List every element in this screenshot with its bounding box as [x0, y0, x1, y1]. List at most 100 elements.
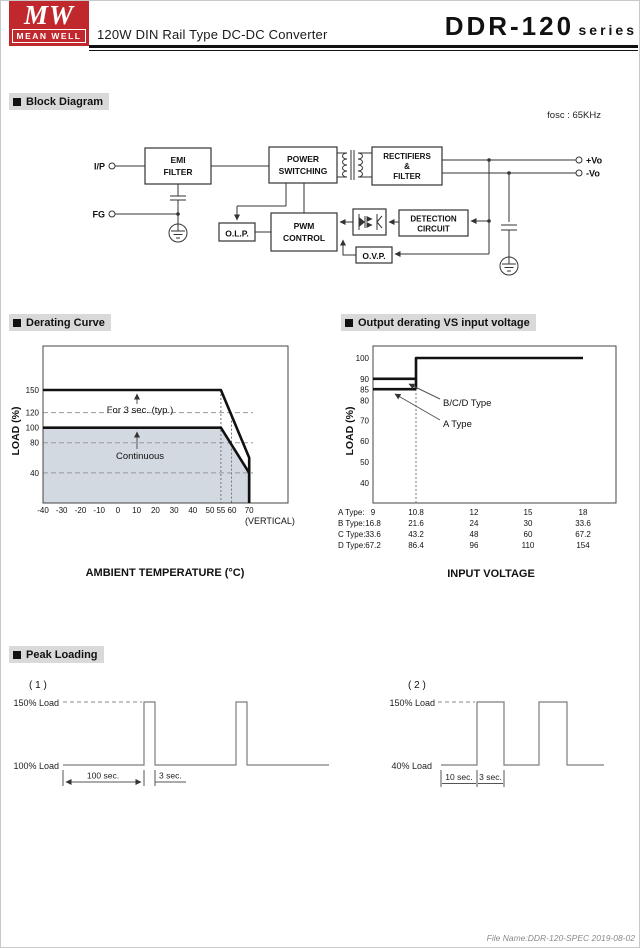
- section-title: Block Diagram: [26, 95, 104, 108]
- product-subtitle: 120W DIN Rail Type DC-DC Converter: [97, 27, 328, 42]
- type-row-value: 33.6: [365, 530, 381, 539]
- dimension-label: 3 sec.: [479, 772, 502, 782]
- detection-label: CIRCUIT: [417, 225, 450, 234]
- y-tick: 60: [360, 437, 369, 446]
- y-tick: 40: [30, 469, 39, 478]
- type-row-b: B Type: 16.8 21.6 24 30 33.6: [338, 519, 591, 528]
- section-title: Peak Loading: [26, 648, 98, 661]
- type-row-value: 10.8: [408, 508, 424, 517]
- output-ylabel: LOAD (%): [344, 407, 356, 456]
- detection-circuit-block: DETECTION CIRCUIT: [398, 209, 469, 237]
- type-row-value: 30: [524, 519, 533, 528]
- x-tick: 30: [170, 506, 179, 515]
- y-tick: 120: [26, 409, 40, 418]
- type-row-value: 9: [371, 508, 376, 517]
- detection-label: DETECTION: [410, 215, 456, 224]
- emi-filter-label: FILTER: [163, 167, 192, 177]
- dimension-label: 100 sec.: [87, 771, 119, 781]
- type-row-value: 21.6: [408, 519, 424, 528]
- derating-x-ticks: -40 -30 -20 -10 0 10 20 30 40 50 55 60 7…: [37, 506, 254, 515]
- bcd-annotation-arrow: [408, 383, 441, 400]
- type-row-value: 24: [470, 519, 479, 528]
- peak-annotation: For 3 sec. (typ.): [107, 405, 174, 416]
- vo-minus-label: -Vo: [586, 169, 600, 179]
- type-row-value: 110: [522, 541, 535, 550]
- continuous-shaded-area: [43, 427, 250, 503]
- olp-block: O.L.P.: [218, 222, 256, 242]
- y-tick: 50: [360, 458, 369, 467]
- ovp-label: O.V.P.: [362, 251, 385, 261]
- section-derating-curve: Derating Curve: [9, 314, 111, 331]
- fosc-note: fosc : 65KHz: [547, 110, 601, 121]
- type-row-value: 18: [579, 508, 588, 517]
- derating-y-ticks: 150 120 100 80 40: [26, 386, 40, 478]
- type-row-value: 154: [576, 541, 590, 550]
- bcd-annotation: B/C/D Type: [443, 398, 491, 409]
- peak-loading-figures: ( 1 ) 150% Load 100% Load 100 sec. 3 sec…: [13, 680, 604, 787]
- y-tick: 150: [26, 386, 40, 395]
- peak-figure-2: ( 2 ) 150% Load 40% Load 10 sec. 3 sec.: [389, 680, 604, 787]
- file-name-note: File Name:DDR-120-SPEC 2019-08-02: [486, 933, 635, 943]
- x-tick: 50: [206, 506, 215, 515]
- dimension-lines: [62, 770, 186, 786]
- figure-number: ( 1 ): [29, 680, 47, 691]
- dimension-label: 3 sec.: [159, 771, 182, 781]
- vo-plus-label: +Vo: [586, 156, 603, 166]
- type-row-value: 15: [524, 508, 533, 517]
- section-title: Derating Curve: [26, 316, 105, 329]
- pwm-label: PWM: [294, 221, 315, 231]
- vo-minus-terminal: [575, 169, 583, 177]
- block-diagram: I/P FG: [93, 146, 603, 276]
- y-tick: 100: [26, 424, 40, 433]
- optocoupler-symbol-icon: [358, 214, 383, 230]
- power-switching-label: SWITCHING: [279, 166, 328, 176]
- type-row-label: C Type:: [338, 530, 365, 539]
- ip-label: I/P: [94, 162, 105, 172]
- type-row-a: A Type: 9 10.8 12 15 18: [338, 508, 588, 517]
- section-block-diagram: Block Diagram: [9, 93, 110, 110]
- ip-terminal: [108, 162, 116, 170]
- y-tick: 85: [360, 386, 369, 395]
- derating-grid: [43, 390, 253, 503]
- power-switching-label: POWER: [287, 154, 319, 164]
- y-tick: 80: [360, 397, 369, 406]
- x-tick: -20: [75, 506, 87, 515]
- type-row-value: 48: [470, 530, 479, 539]
- type-row-c: C Type: 33.6 43.2 48 60 67.2: [338, 530, 591, 539]
- base-level-label: 40% Load: [391, 761, 432, 771]
- series-title: DDR-120 series: [341, 11, 637, 42]
- continuous-annotation: Continuous: [116, 451, 164, 462]
- header-rule-thin: [89, 50, 638, 51]
- x-tick: 55: [216, 506, 225, 515]
- x-tick: 20: [151, 506, 160, 515]
- load-waveform: [441, 701, 604, 766]
- rectifiers-label: FILTER: [393, 172, 421, 181]
- series-name: DDR-120: [444, 11, 575, 41]
- vertical-note: (VERTICAL): [245, 516, 295, 526]
- pwm-label: CONTROL: [283, 233, 325, 243]
- y-tick: 40: [360, 479, 369, 488]
- x-tick: -10: [93, 506, 105, 515]
- series-suffix: series: [578, 22, 637, 38]
- type-row-value: 60: [524, 530, 533, 539]
- y-tick: 80: [30, 439, 39, 448]
- earth-ground-icon: [499, 256, 519, 276]
- y-tick: 70: [360, 416, 369, 425]
- x-tick: -40: [37, 506, 49, 515]
- dimension-lines: [440, 770, 505, 787]
- logo-mw-text: MW: [23, 0, 74, 30]
- output-plot-frame: [372, 345, 617, 504]
- x-tick: 10: [132, 506, 141, 515]
- transformer-icon: [342, 150, 363, 180]
- type-row-label: A Type:: [338, 508, 365, 517]
- rectifiers-label: RECTIFIERS: [383, 152, 431, 161]
- type-row-value: 12: [470, 508, 479, 517]
- type-row-value: 86.4: [408, 541, 424, 550]
- derating-plot-frame: [42, 345, 289, 504]
- fg-terminal: [108, 210, 116, 218]
- type-row-value: 67.2: [365, 541, 381, 550]
- type-row-d: D Type: 67.2 86.4 96 110 154: [338, 541, 590, 550]
- logo-brand-name: MEAN WELL: [12, 29, 86, 43]
- a-annotation: A Type: [443, 419, 472, 430]
